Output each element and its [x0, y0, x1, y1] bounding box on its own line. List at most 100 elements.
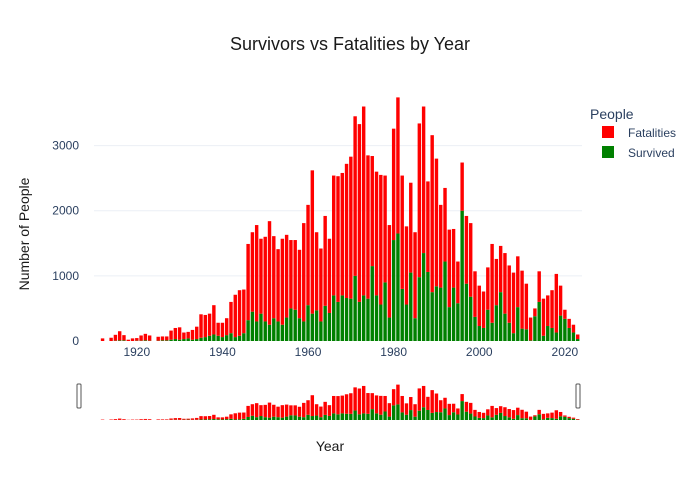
bar-fatalities: [550, 290, 554, 328]
bar-fatalities: [490, 243, 494, 323]
bar-survived: [571, 332, 576, 341]
slider-bar-survived: [319, 417, 323, 420]
slider-bar-fatalities: [516, 407, 520, 416]
bar-survived: [199, 337, 203, 341]
slider-bar-survived: [447, 415, 452, 420]
bar-survived: [400, 288, 404, 341]
bar-fatalities: [451, 228, 456, 288]
slider-bar-survived: [310, 416, 315, 420]
slider-bar-survived: [224, 419, 229, 420]
bar-survived: [396, 233, 400, 341]
bar-survived: [314, 310, 319, 341]
bar-survived: [374, 295, 379, 341]
bar-fatalities: [182, 332, 186, 340]
legend-item-survived[interactable]: Survived: [602, 146, 675, 160]
slider-bar-fatalities: [319, 406, 323, 418]
bar-fatalities: [473, 271, 477, 317]
bar-fatalities: [400, 175, 404, 289]
bar-survived: [169, 339, 173, 341]
slider-bar-fatalities: [203, 416, 208, 420]
bar-survived: [272, 318, 276, 341]
slider-bar-fatalities: [507, 409, 511, 418]
range-slider-bars: [100, 384, 580, 420]
bar-survived: [421, 253, 426, 341]
bar-fatalities: [332, 175, 336, 296]
bar-survived: [297, 318, 302, 341]
bar-fatalities: [563, 309, 567, 319]
bar-fatalities: [477, 285, 481, 327]
bar-fatalities: [203, 314, 208, 338]
slider-bar-survived: [524, 418, 529, 420]
slider-bar-fatalities: [156, 419, 160, 420]
slider-bar-survived: [263, 417, 267, 420]
bar-survived: [173, 339, 178, 341]
bar-fatalities: [272, 236, 276, 319]
slider-bar-survived: [460, 401, 464, 420]
slider-bar-fatalities: [302, 402, 306, 418]
slider-bar-survived: [396, 404, 400, 420]
slider-bar-fatalities: [481, 412, 486, 419]
slider-bar-fatalities: [160, 419, 165, 420]
bar-survived: [426, 271, 430, 341]
slider-bar-survived: [297, 416, 302, 420]
slider-bar-fatalities: [254, 403, 259, 418]
range-slider-left-handle[interactable]: [76, 383, 82, 409]
slider-bar-fatalities: [379, 395, 383, 415]
bar-survived: [554, 332, 559, 341]
slider-bar-fatalities: [537, 409, 541, 415]
bar-fatalities: [297, 249, 302, 319]
slider-bar-survived: [464, 411, 469, 420]
bar-fatalities: [481, 291, 486, 328]
bar-survived: [160, 340, 165, 341]
bar-survived: [563, 318, 567, 341]
bar-fatalities: [130, 338, 135, 341]
slider-bar-fatalities: [426, 396, 430, 410]
slider-bar-survived: [430, 412, 434, 420]
slider-bar-fatalities: [293, 405, 297, 416]
range-slider[interactable]: [76, 383, 581, 420]
bar-fatalities: [109, 337, 113, 341]
legend-item-fatalities[interactable]: Fatalities: [602, 126, 676, 140]
slider-bar-survived: [332, 413, 336, 420]
slider-bar-survived: [207, 419, 212, 420]
slider-bar-survived: [554, 418, 559, 420]
slider-bar-survived: [220, 419, 225, 420]
bar-survived: [434, 286, 439, 341]
bar-fatalities: [558, 285, 563, 316]
bar-survived: [494, 305, 499, 341]
bar-survived: [357, 301, 362, 341]
slider-bar-survived: [477, 417, 481, 420]
bar-survived: [306, 305, 310, 341]
slider-bar-survived: [507, 417, 511, 420]
bar-survived: [165, 340, 169, 341]
slider-bar-survived: [383, 411, 387, 420]
bar-fatalities: [117, 331, 122, 341]
slider-bar-survived: [537, 414, 541, 420]
slider-bar-fatalities: [563, 415, 567, 417]
bar-survived: [143, 340, 148, 341]
bar-survived: [558, 315, 563, 341]
slider-bar-survived: [473, 416, 477, 420]
slider-bar-fatalities: [182, 418, 186, 420]
bar-fatalities: [229, 301, 233, 334]
slider-bar-fatalities: [353, 387, 357, 411]
bar-fatalities: [169, 330, 173, 340]
bar-survived: [417, 277, 422, 341]
slider-bar-fatalities: [550, 412, 554, 419]
range-slider-right-handle[interactable]: [575, 383, 581, 409]
bar-survived: [391, 240, 396, 341]
slider-bar-fatalities: [224, 416, 229, 420]
slider-bar-survived: [558, 416, 563, 420]
slider-bar-fatalities: [143, 418, 148, 420]
bar-survived: [246, 320, 250, 341]
slider-bar-fatalities: [387, 403, 392, 417]
bar-fatalities: [361, 106, 366, 296]
bar-survived: [481, 327, 486, 341]
bar-survived: [340, 295, 344, 341]
bar-survived: [207, 335, 212, 341]
slider-bar-fatalities: [306, 400, 310, 415]
slider-bar-survived: [216, 419, 220, 420]
bar-fatalities: [224, 318, 229, 336]
bar-survived: [195, 339, 199, 341]
slider-bar-survived: [546, 417, 550, 420]
